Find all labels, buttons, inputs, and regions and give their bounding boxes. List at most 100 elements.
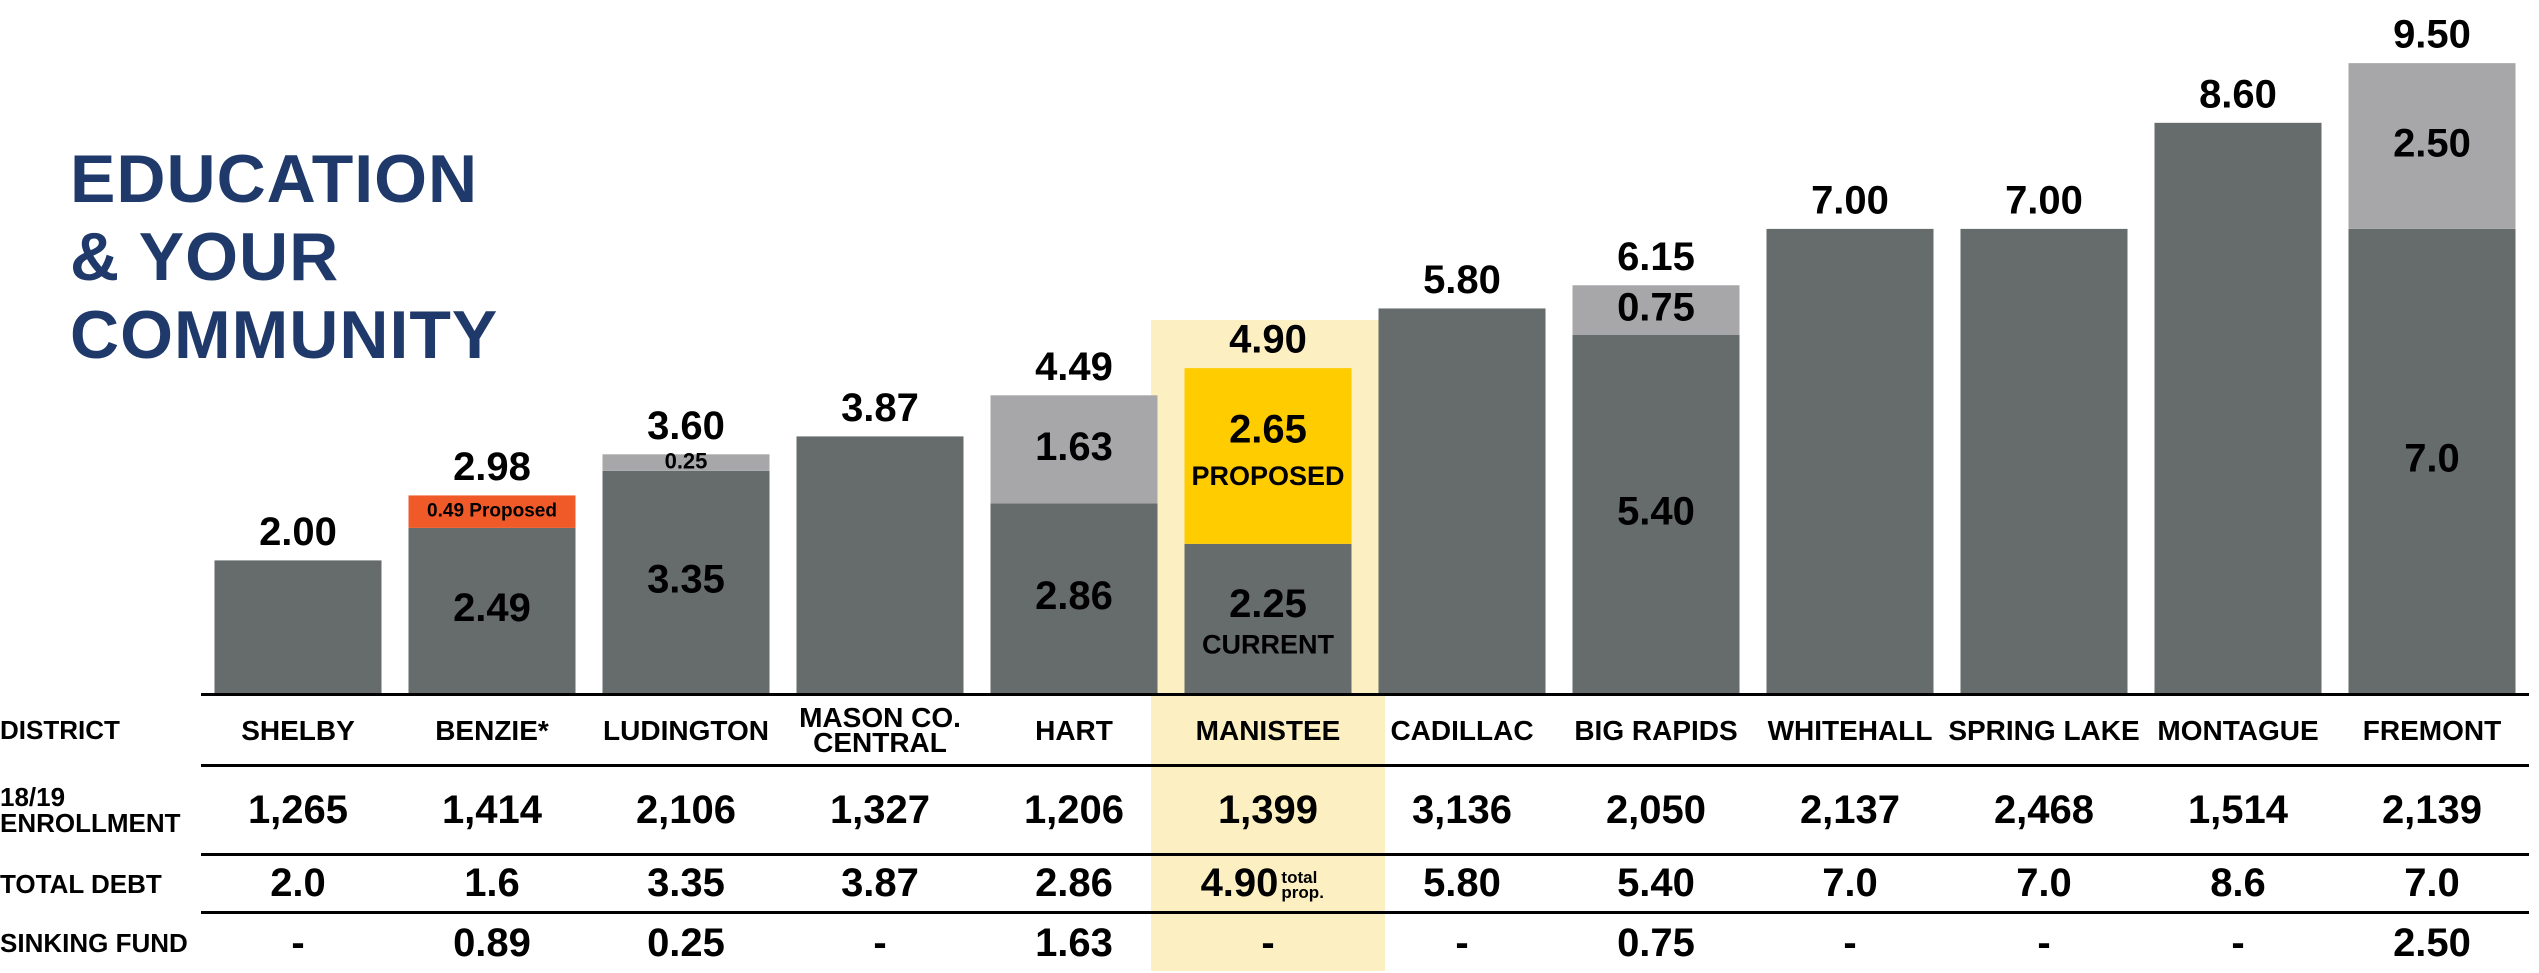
total-label: 2.98 (453, 445, 531, 489)
segment-label: 1.63 (1035, 425, 1113, 469)
total-label: 4.49 (1035, 345, 1113, 389)
table-row: 18/19 ENROLLMENT 1,265 1,414 2,106 1,327 1,20… (0, 764, 2529, 855)
cell-note: total prop. (1281, 868, 1324, 903)
table-cell: 2.0 (201, 853, 395, 913)
segment-label: 2.50 (2393, 122, 2471, 166)
row-label: 18/19 ENROLLMENT (0, 782, 181, 838)
segment-label: 5.40 (1617, 490, 1695, 534)
table-cell: 1,265 (201, 764, 395, 855)
table-cell: 8.6 (2141, 853, 2335, 913)
bar-segment (1960, 228, 2128, 693)
segment-sublabel: CURRENT (1202, 630, 1335, 660)
bar-segment (2348, 228, 2516, 693)
segment-label: 2.25 (1229, 582, 1307, 626)
table-cell: - (783, 911, 977, 973)
table-cell: 2,139 (2335, 764, 2529, 855)
segment-label: 0.75 (1617, 286, 1695, 330)
table-cell: 4.90 total prop. (1171, 853, 1365, 913)
bar-segment (990, 395, 1158, 504)
table-cell: 2,106 (589, 764, 783, 855)
segment-label: 0.49 Proposed (427, 501, 557, 522)
total-label: 5.80 (1423, 258, 1501, 302)
table-row: TOTAL DEBT 2.0 1.6 3.35 3.87 2.86 4.90 total pr… (0, 853, 2529, 913)
bar-segment (214, 560, 382, 693)
row-label: DISTRICT (0, 715, 120, 745)
district-name: SPRING LAKE (1947, 693, 2141, 766)
bar-segment (602, 454, 770, 471)
total-label: 8.60 (2199, 72, 2277, 116)
bar-segment (1184, 368, 1352, 544)
title-line: & YOUR (70, 219, 340, 295)
total-label: 3.87 (841, 386, 919, 430)
segment-label: 2.49 (453, 586, 531, 630)
bar-segment (1184, 543, 1352, 693)
bar-segment (1572, 285, 1740, 335)
district-name: HART (977, 693, 1171, 766)
table-cell: 5.80 (1365, 853, 1559, 913)
table-cell: - (1947, 911, 2141, 973)
row-label: TOTAL DEBT (0, 868, 162, 899)
table-cell: 1,414 (395, 764, 589, 855)
table-cell: - (2141, 911, 2335, 973)
row-label: SINKING FUND (0, 927, 188, 958)
table-cell: 2,468 (1947, 764, 2141, 855)
district-name: MONTAGUE (2141, 693, 2335, 766)
bar-segment (2154, 122, 2322, 693)
table-cell: 0.89 (395, 911, 589, 973)
district-name: FREMONT (2335, 693, 2529, 766)
district-name: SHELBY (201, 693, 395, 766)
table-cell: - (201, 911, 395, 973)
bar-segment (796, 436, 964, 693)
total-label: 9.50 (2393, 13, 2471, 57)
table-cell: 5.40 (1559, 853, 1753, 913)
segment-label: 7.0 (2404, 437, 2460, 481)
bar-segment (408, 527, 576, 693)
district-name: CADILLAC (1365, 693, 1559, 766)
chart: 2.00 2.49 0.49 Proposed 2.98 3.35 0.253.60 3.8… (214, 13, 2516, 693)
district-name: BIG RAPIDS (1559, 693, 1753, 766)
table-cell: 7.0 (2335, 853, 2529, 913)
segment-label: 3.35 (647, 558, 725, 602)
bar-segment (1572, 334, 1740, 693)
bar-segment (2348, 63, 2516, 229)
table-cell: 1,514 (2141, 764, 2335, 855)
district-name: BENZIE* (395, 693, 589, 766)
title: EDUCATION & YOUR COMMUNITY (70, 140, 498, 374)
total-label: 7.00 (2005, 178, 2083, 222)
bar-segment (1378, 308, 1546, 693)
table-row: SINKING FUND -0.89 0.25-1.63- -0.75- - -2.50 (0, 911, 2529, 973)
table-cell: 1.6 (395, 853, 589, 913)
table-cell: 2,137 (1753, 764, 1947, 855)
table-cell: 3.87 (783, 853, 977, 913)
total-label: 4.90 (1229, 318, 1307, 362)
cell-value: 4.90 (1200, 861, 1279, 905)
data-table: DISTRICT SHELBY BENZIE* LUDINGTON MASON CO. … (0, 693, 2529, 973)
title-line: EDUCATION (70, 141, 479, 217)
table-cell: 2.86 (977, 853, 1171, 913)
total-label: 6.15 (1617, 235, 1695, 279)
table-cell: 3,136 (1365, 764, 1559, 855)
title-line: COMMUNITY (70, 297, 499, 373)
bar-segment (602, 470, 770, 693)
table-cell: 1.63 (977, 911, 1171, 973)
table-cell: 0.25 (589, 911, 783, 973)
district-name: MANISTEE (1171, 693, 1365, 766)
table-cell: 1,399 (1171, 764, 1365, 855)
bar-segment (408, 495, 576, 528)
total-label: 7.00 (1811, 178, 1889, 222)
district-name: WHITEHALL (1753, 693, 1947, 766)
table-cell: 7.0 (1753, 853, 1947, 913)
table-cell: - (1753, 911, 1947, 973)
table-cell: 0.75 (1559, 911, 1753, 973)
table-cell: - (1365, 911, 1559, 973)
district-name: MASON CO. CENTRAL (783, 693, 977, 766)
district-name: LUDINGTON (589, 693, 783, 766)
segment-label: 2.86 (1035, 574, 1113, 618)
table-cell: 1,327 (783, 764, 977, 855)
table-cell: 2,050 (1559, 764, 1753, 855)
total-label: 3.60 (647, 404, 725, 448)
table-cell: - (1171, 911, 1365, 973)
total-label: 2.00 (259, 510, 337, 554)
table-cell: 3.35 (589, 853, 783, 913)
